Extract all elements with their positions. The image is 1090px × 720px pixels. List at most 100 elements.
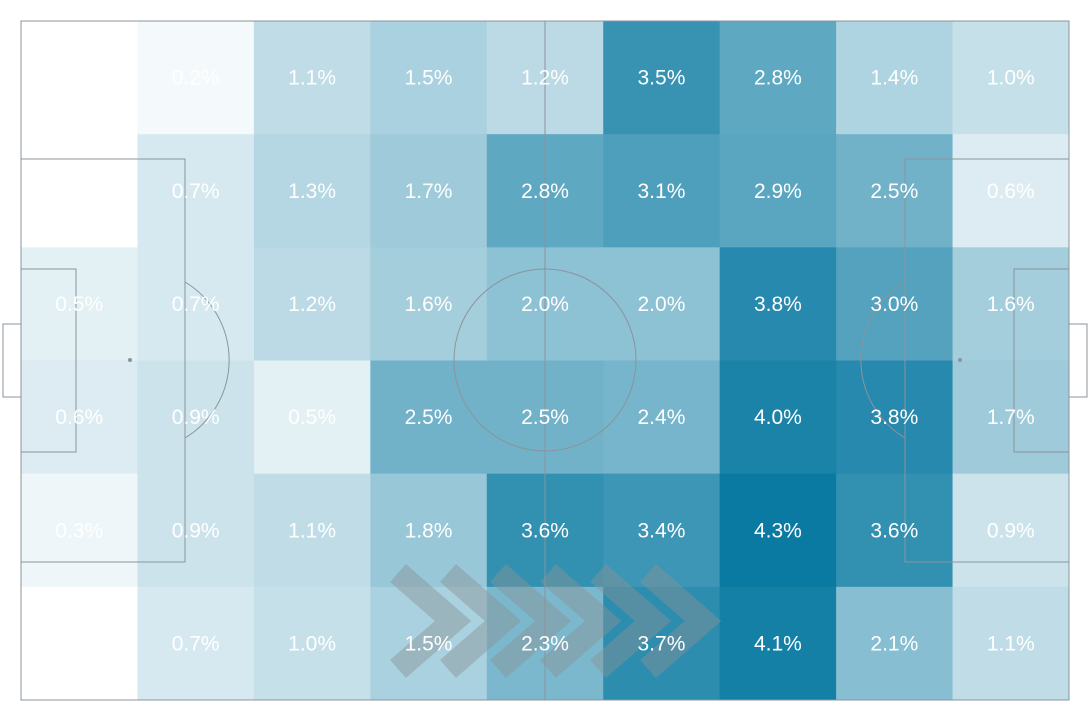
heatmap-cell-label: 4.3% xyxy=(754,519,802,542)
heatmap-cell xyxy=(719,360,837,475)
heatmap-cell xyxy=(952,360,1070,475)
heatmap-cell xyxy=(603,360,721,475)
heatmap-cell-label: 3.8% xyxy=(870,406,918,429)
heatmap-cell xyxy=(836,134,954,248)
heatmap-cell-label: 1.2% xyxy=(288,293,336,316)
heatmap-cell xyxy=(253,473,371,588)
heatmap-cell-label: 1.1% xyxy=(288,67,336,90)
heatmap-cell-label: 3.7% xyxy=(638,632,686,655)
heatmap-cell-label: 1.1% xyxy=(987,632,1035,655)
heatmap-cell-label: 1.8% xyxy=(405,519,453,542)
heatmap-cell xyxy=(952,134,1070,248)
right-penalty-arc xyxy=(860,281,906,439)
heatmap-cell-label: 2.9% xyxy=(754,180,802,203)
heatmap-cell xyxy=(836,586,954,701)
heatmap-cell-label: 2.0% xyxy=(521,293,569,316)
heatmap-cell-label: 2.8% xyxy=(754,67,802,90)
heatmap-cell xyxy=(137,586,255,701)
heatmap-cell xyxy=(253,21,371,135)
right-goal xyxy=(1068,323,1088,398)
heatmap-cell-label: 2.5% xyxy=(405,406,453,429)
heatmap-cell-label: 1.1% xyxy=(288,519,336,542)
direction-of-play-arrows xyxy=(390,563,722,679)
pitch-markings xyxy=(2,20,1088,701)
heatmap-cell-label: 1.5% xyxy=(405,632,453,655)
heatmap-cell-label: 0.7% xyxy=(172,632,220,655)
heatmap-cell xyxy=(137,21,255,135)
heatmap-cell xyxy=(137,360,255,475)
direction-chevron xyxy=(490,563,572,679)
right-penalty-spot xyxy=(958,358,962,362)
left-goal xyxy=(2,323,22,398)
heatmap-cell-label: 3.8% xyxy=(754,293,802,316)
heatmap-cell-label: 1.7% xyxy=(405,180,453,203)
direction-chevron xyxy=(440,563,522,679)
heatmap-cell-label: 3.5% xyxy=(638,67,686,90)
direction-chevron xyxy=(590,563,672,679)
heatmap-cell-label: 0.3% xyxy=(55,519,103,542)
heatmap-cell-label: 1.5% xyxy=(405,67,453,90)
heatmap-cell xyxy=(952,21,1070,135)
heatmap-cell-label: 2.5% xyxy=(521,406,569,429)
heatmap-cell xyxy=(603,247,721,361)
heatmap-cell-label: 1.0% xyxy=(987,67,1035,90)
heatmap-labels: 0.2% 1.1% 1.5% 1.2% 3.5% 2.8% 1.4% 1.0% 0.7% 1.3%… xyxy=(55,67,1034,656)
heatmap-cell xyxy=(370,586,488,701)
heatmap-cell xyxy=(137,247,255,361)
heatmap-cell xyxy=(253,247,371,361)
heatmap-cell xyxy=(137,134,255,248)
heatmap-cell-label: 3.6% xyxy=(521,519,569,542)
left-penalty-spot xyxy=(128,358,132,362)
heatmap-cell xyxy=(836,21,954,135)
centre-circle xyxy=(453,268,637,452)
heatmap-cell-label: 0.9% xyxy=(172,519,220,542)
heatmap-cell-label: 2.8% xyxy=(521,180,569,203)
heatmap-cell xyxy=(253,586,371,701)
heatmap-cell xyxy=(21,586,138,701)
heatmap-cell xyxy=(370,21,488,135)
heatmap-cell-label: 2.4% xyxy=(638,406,686,429)
heatmap-cell-label: 0.6% xyxy=(55,406,103,429)
heatmap-cell xyxy=(952,586,1070,701)
heatmap-cell xyxy=(603,586,721,701)
heatmap-cell xyxy=(719,473,837,588)
heatmap-cell xyxy=(21,473,138,588)
heatmap-cell-label: 2.3% xyxy=(521,632,569,655)
heatmap-cell-label: 1.6% xyxy=(405,293,453,316)
heatmap-cell-label: 2.5% xyxy=(870,180,918,203)
heatmap-cell xyxy=(719,134,837,248)
heatmap-cell xyxy=(137,473,255,588)
heatmap-cell-label: 0.5% xyxy=(288,406,336,429)
heatmap-cell-label: 0.6% xyxy=(987,180,1035,203)
heatmap-cell-label: 1.2% xyxy=(521,67,569,90)
heatmap-cell xyxy=(253,360,371,475)
heatmap-cell-label: 4.0% xyxy=(754,406,802,429)
heatmap-cell xyxy=(370,247,488,361)
heatmap-cell-label: 3.0% xyxy=(870,293,918,316)
heatmap-cell xyxy=(21,134,138,248)
heatmap-cell-label: 4.1% xyxy=(754,632,802,655)
direction-chevron xyxy=(540,563,622,679)
heatmap-cell xyxy=(719,586,837,701)
heatmap-cell xyxy=(836,473,954,588)
heatmap-cell xyxy=(21,360,138,475)
heatmap-cell xyxy=(836,360,954,475)
heatmap-cell-label: 1.4% xyxy=(870,67,918,90)
heatmap-cell xyxy=(370,134,488,248)
heatmap-cell xyxy=(21,21,138,135)
heatmap-cell xyxy=(370,360,488,475)
heatmap-cell-label: 0.7% xyxy=(172,293,220,316)
heatmap-cell-label: 1.0% xyxy=(288,632,336,655)
left-penalty-arc xyxy=(184,281,230,439)
heatmap-cell xyxy=(952,473,1070,588)
heatmap-cell xyxy=(603,473,721,588)
heatmap-cell xyxy=(719,247,837,361)
heatmap-cell-label: 1.7% xyxy=(987,406,1035,429)
heatmap-cell-label: 3.4% xyxy=(638,519,686,542)
direction-chevron xyxy=(390,563,472,679)
heatmap-cell xyxy=(253,134,371,248)
heatmap-cell xyxy=(836,247,954,361)
heatmap-cell-label: 0.2% xyxy=(172,67,220,90)
heatmap-cell-label: 2.0% xyxy=(638,293,686,316)
